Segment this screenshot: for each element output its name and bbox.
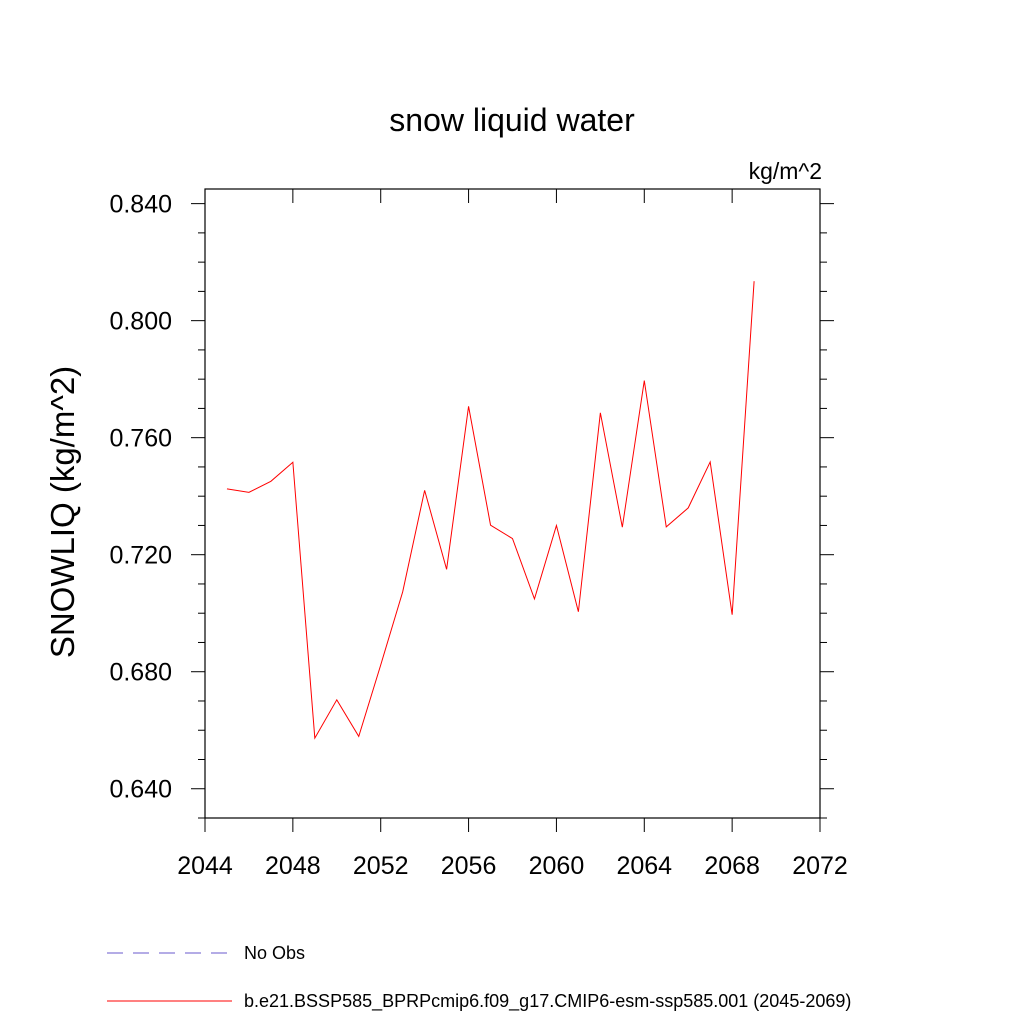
y-tick-label: 0.720 — [109, 542, 172, 570]
x-tick-label: 2056 — [441, 852, 497, 880]
x-tick-label: 2060 — [529, 852, 585, 880]
axis-ticks — [191, 189, 834, 832]
y-tick-label: 0.800 — [109, 308, 172, 336]
y-tick-label: 0.640 — [109, 776, 172, 804]
x-tick-label: 2048 — [265, 852, 321, 880]
y-tick-label: 0.680 — [109, 659, 172, 687]
y-tick-label: 0.760 — [109, 425, 172, 453]
x-tick-label: 2072 — [792, 852, 848, 880]
plot-frame — [204, 188, 821, 819]
x-tick-label: 2068 — [704, 852, 760, 880]
x-tick-label: 2064 — [616, 852, 672, 880]
units-label: kg/m^2 — [748, 158, 822, 184]
series-group — [226, 281, 755, 740]
x-tick-label: 2044 — [177, 852, 233, 880]
x-tick-label: 2052 — [353, 852, 409, 880]
tick-labels: 2044 2048 2052 2056 2060 2064 2068 2072 0.640 0.6… — [109, 191, 847, 880]
chart-title: snow liquid water — [389, 102, 635, 138]
legend-label-model: b.e21.BSSP585_BPRPcmip6.f09_g17.CMIP6-es… — [244, 991, 852, 1011]
legend-label-no-obs: No Obs — [244, 943, 306, 963]
y-tick-label: 0.840 — [109, 191, 172, 219]
series-line — [226, 281, 755, 740]
y-axis-label: SNOWLIQ (kg/m^2) — [44, 365, 81, 659]
